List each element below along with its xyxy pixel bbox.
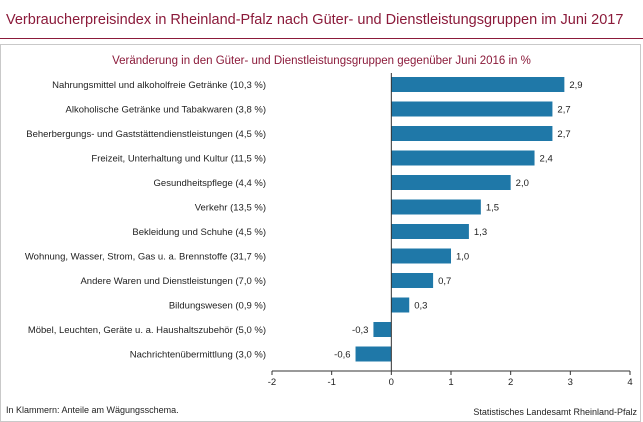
bar (391, 77, 565, 92)
category-label: Beherbergungs- und Gaststättendienstleis… (26, 129, 266, 140)
footnote: In Klammern: Anteile am Wägungsschema. (6, 405, 179, 415)
x-tick-label: 0 (389, 377, 394, 388)
category-label: Nachrichtenübermittlung (3,0 %) (130, 350, 266, 361)
data-label: -0,6 (334, 350, 350, 361)
x-tick-label: 4 (627, 377, 632, 388)
category-label: Möbel, Leuchten, Geräte u. a. Haushaltsz… (28, 325, 266, 336)
bar (391, 273, 434, 288)
category-label: Verkehr (13,5 %) (195, 203, 266, 214)
chart-title: Verbraucherpreisindex in Rheinland-Pfalz… (6, 12, 624, 28)
x-tick-label: 3 (568, 377, 573, 388)
chart-subtitle: Veränderung in den Güter- und Dienstleis… (112, 55, 531, 67)
data-label: -0,3 (352, 325, 368, 336)
data-label: 1,0 (456, 252, 469, 263)
bar (391, 199, 481, 215)
data-label: 2,4 (540, 154, 553, 165)
bar (391, 150, 535, 166)
data-label: 1,3 (474, 227, 487, 238)
bar (391, 224, 469, 239)
x-tick-label: -1 (327, 377, 335, 388)
data-label: 0,7 (438, 276, 451, 287)
x-tick-label: -2 (268, 377, 276, 388)
data-label: 0,3 (414, 301, 427, 312)
category-label: Nahrungsmittel und alkoholfreie Getränke… (52, 80, 266, 91)
data-label: 2,0 (516, 178, 529, 189)
data-label: 2,7 (557, 105, 570, 116)
bar (391, 101, 553, 117)
bar (391, 297, 410, 313)
bar (391, 175, 511, 190)
category-label: Bildungswesen (0,9 %) (169, 301, 266, 312)
bar (391, 248, 451, 264)
category-label: Alkoholische Getränke und Tabakwaren (3,… (66, 105, 267, 116)
bar (391, 126, 553, 141)
x-tick-label: 1 (448, 377, 453, 388)
category-label: Bekleidung und Schuhe (4,5 %) (132, 227, 266, 238)
data-label: 1,5 (486, 203, 499, 214)
bar (355, 346, 392, 362)
x-tick-label: 2 (508, 377, 513, 388)
source-note: Statistisches Landesamt Rheinland-Pfalz (473, 407, 637, 417)
data-label: 2,7 (557, 129, 570, 140)
title-divider (0, 38, 643, 39)
data-label: 2,9 (569, 80, 582, 91)
bar (373, 322, 392, 337)
category-label: Gesundheitspflege (4,4 %) (154, 178, 266, 189)
category-label: Freizeit, Unterhaltung und Kultur (11,5 … (91, 154, 266, 165)
category-label: Andere Waren und Dienstleistungen (7,0 %… (80, 276, 266, 287)
category-label: Wohnung, Wasser, Strom, Gas u. a. Brenns… (25, 252, 266, 263)
